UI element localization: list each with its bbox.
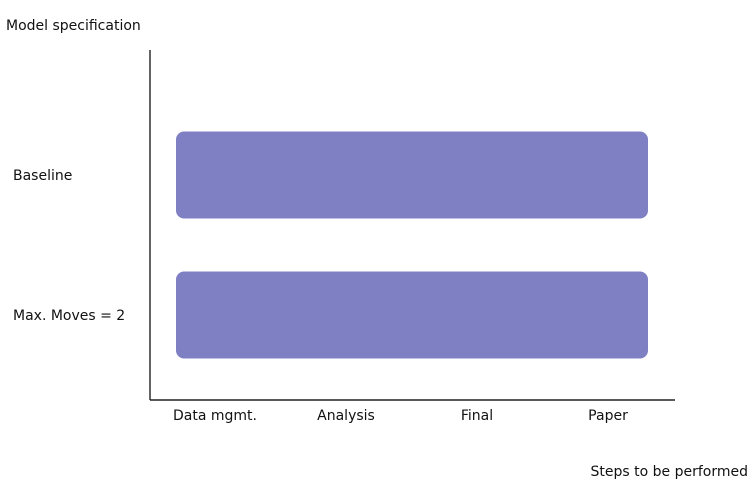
y-tick-label: Max. Moves = 2 — [13, 308, 125, 324]
bar — [176, 271, 648, 359]
y-tick-label: Baseline — [13, 168, 72, 184]
y-axis-title: Model specification — [6, 18, 141, 34]
bar — [176, 131, 648, 219]
y-tick-labels: Baseline Max. Moves = 2 — [13, 168, 125, 324]
x-tick-labels: Data mgmt. Analysis Final Paper — [173, 408, 628, 424]
x-tick-label: Paper — [588, 408, 628, 424]
bars-group — [176, 131, 648, 359]
x-tick-label: Data mgmt. — [173, 408, 257, 424]
x-tick-label: Analysis — [317, 408, 375, 424]
x-tick-label: Final — [461, 408, 493, 424]
x-axis-title: Steps to be performed — [591, 464, 748, 480]
